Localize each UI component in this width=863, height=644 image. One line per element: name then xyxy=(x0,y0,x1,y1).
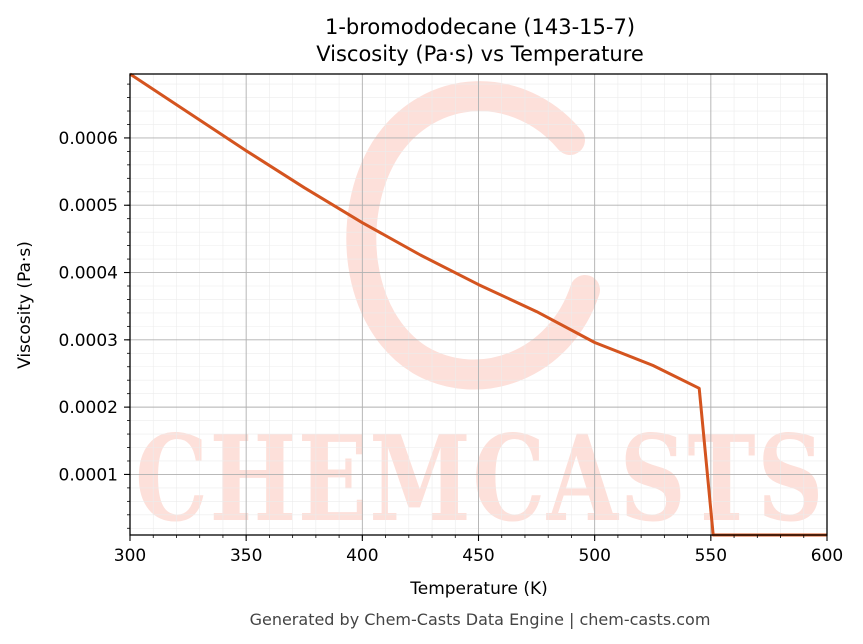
axis-ticks xyxy=(124,83,828,541)
y-axis-label: Viscosity (Pa·s) xyxy=(15,241,35,369)
x-tick-label: 550 xyxy=(695,546,727,566)
chart-title: 1-bromododecane (143-15-7) xyxy=(325,15,635,39)
y-tick-label: 0.0004 xyxy=(59,264,118,284)
x-tick-label: 600 xyxy=(811,546,843,566)
chart-subtitle: Viscosity (Pa·s) vs Temperature xyxy=(316,42,644,66)
x-tick-label: 500 xyxy=(578,546,610,566)
footer-credit: Generated by Chem-Casts Data Engine | ch… xyxy=(250,610,711,629)
y-tick-label: 0.0003 xyxy=(59,331,118,351)
x-tick-label: 400 xyxy=(346,546,378,566)
tick-labels: 300 350 400 450 500 550 600 0.0001 0.0002 0.0003 0… xyxy=(59,129,844,566)
y-tick-label: 0.0006 xyxy=(59,129,118,149)
y-tick-label: 0.0005 xyxy=(59,196,118,216)
x-axis-label: Temperature (K) xyxy=(409,579,548,599)
y-tick-label: 0.0001 xyxy=(59,465,118,485)
x-tick-label: 350 xyxy=(230,546,262,566)
x-tick-label: 300 xyxy=(114,546,146,566)
chemcasts-watermark: CHEMCASTS xyxy=(135,81,825,548)
x-tick-label: 450 xyxy=(462,546,494,566)
watermark-text: CHEMCASTS xyxy=(135,409,825,548)
y-tick-label: 0.0002 xyxy=(59,398,118,418)
